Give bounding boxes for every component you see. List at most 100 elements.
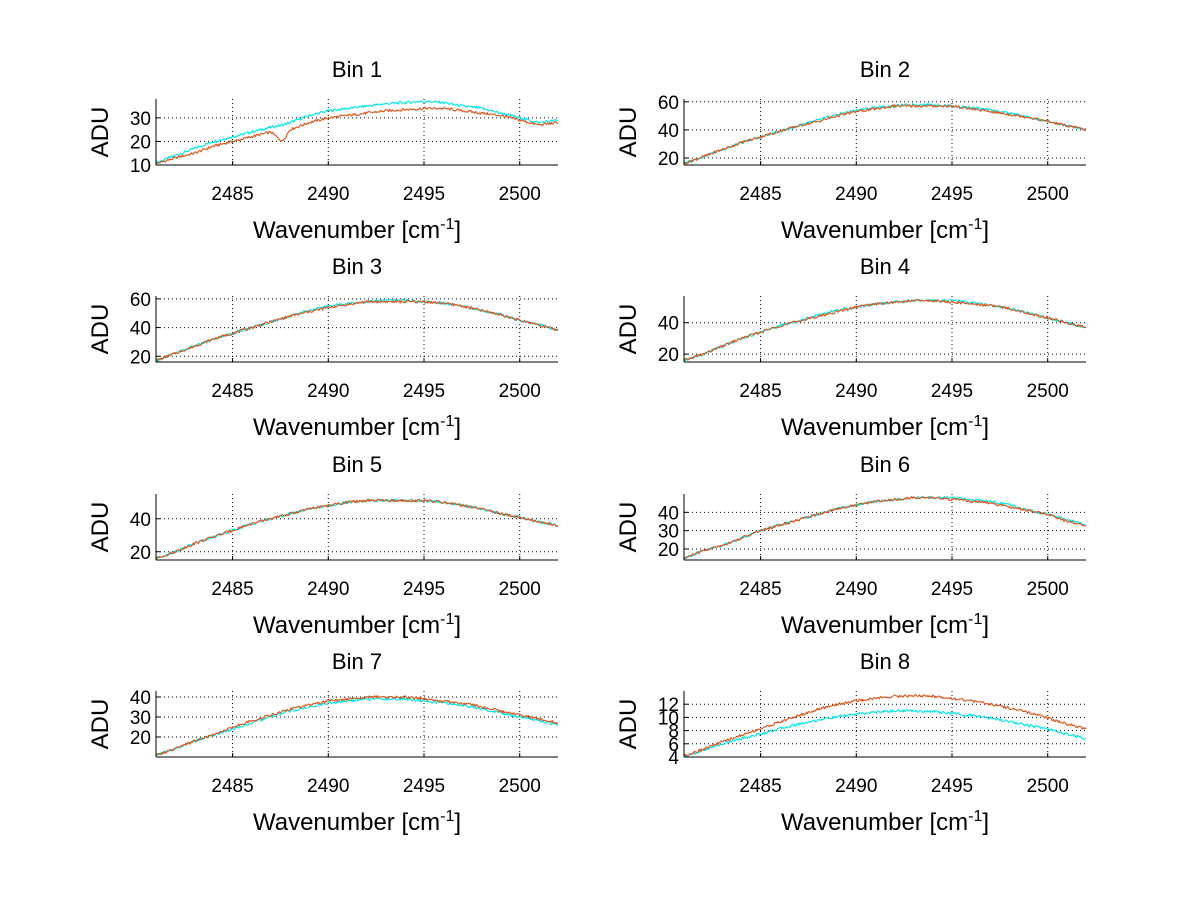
x-tick-label: 2495 — [403, 381, 445, 402]
subplot: 2485 2490 2495 2500 20 40 Bin 5 Wavenumber [cm-… — [87, 452, 559, 639]
subplot-title: Bin 8 — [860, 649, 910, 674]
series-line — [155, 100, 559, 165]
y-tick-label: 40 — [658, 314, 679, 335]
y-axis-label: ADU — [87, 502, 114, 553]
x-tick-label: 2500 — [499, 579, 541, 600]
y-axis-label: ADU — [615, 502, 642, 553]
x-axis-label: Wavenumber [cm-1] — [781, 808, 989, 836]
series-line — [683, 102, 1087, 165]
subplot-title: Bin 2 — [860, 57, 910, 82]
series-line — [155, 298, 559, 362]
x-tick-label: 2490 — [835, 184, 877, 205]
y-axis-label: ADU — [87, 107, 114, 158]
y-axis-label: ADU — [615, 107, 642, 158]
series-line — [155, 498, 559, 560]
subplot-title: Bin 1 — [332, 57, 382, 82]
x-tick-label: 2495 — [403, 184, 445, 205]
y-axis-label: ADU — [615, 304, 642, 355]
y-tick-label: 20 — [130, 132, 151, 153]
series-line — [683, 299, 1087, 361]
y-tick-label: 4 — [668, 748, 679, 769]
subplot-title: Bin 6 — [860, 452, 910, 477]
x-tick-label: 2500 — [499, 776, 541, 797]
x-tick-label: 2490 — [835, 381, 877, 402]
x-tick-label: 2500 — [1027, 579, 1069, 600]
y-axis-label: ADU — [87, 304, 114, 355]
x-tick-label: 2500 — [499, 381, 541, 402]
x-tick-label: 2490 — [835, 776, 877, 797]
series-line — [683, 496, 1087, 559]
x-tick-label: 2485 — [739, 579, 781, 600]
subplot-title: Bin 7 — [332, 649, 382, 674]
x-tick-label: 2495 — [931, 381, 973, 402]
y-tick-label: 40 — [130, 510, 151, 531]
y-axis-label: ADU — [87, 699, 114, 750]
subplot: 2485 2490 2495 2500 20 40 60 Bin 3 Wavenumber [c… — [87, 254, 559, 441]
x-tick-label: 2485 — [739, 184, 781, 205]
subplot: 2485 2490 2495 2500 20 40 60 Bin 2 Wavenumber [c… — [615, 57, 1087, 244]
y-tick-label: 60 — [130, 290, 151, 311]
x-tick-label: 2495 — [931, 579, 973, 600]
x-tick-label: 2490 — [835, 579, 877, 600]
x-tick-label: 2490 — [307, 381, 349, 402]
series-line — [155, 299, 559, 363]
x-tick-label: 2500 — [1027, 184, 1069, 205]
y-tick-label: 40 — [130, 688, 151, 709]
y-tick-label: 30 — [130, 708, 151, 729]
series-line — [155, 498, 559, 560]
x-tick-label: 2485 — [211, 579, 253, 600]
y-tick-label: 20 — [658, 149, 679, 170]
series-line — [155, 106, 559, 165]
x-tick-label: 2500 — [1027, 381, 1069, 402]
x-tick-label: 2490 — [307, 776, 349, 797]
x-tick-label: 2495 — [403, 579, 445, 600]
y-tick-label: 40 — [658, 503, 679, 524]
x-tick-label: 2495 — [931, 776, 973, 797]
x-axis-label: Wavenumber [cm-1] — [253, 216, 461, 244]
series-line — [683, 298, 1087, 362]
y-tick-label: 40 — [130, 319, 151, 340]
x-axis-label: Wavenumber [cm-1] — [781, 216, 989, 244]
x-tick-label: 2490 — [307, 184, 349, 205]
series-line — [683, 694, 1087, 757]
subplot-title: Bin 4 — [860, 254, 910, 279]
x-tick-label: 2485 — [211, 776, 253, 797]
x-tick-label: 2485 — [739, 381, 781, 402]
x-axis-label: Wavenumber [cm-1] — [781, 413, 989, 441]
series-line — [683, 709, 1087, 758]
y-tick-label: 30 — [658, 522, 679, 543]
y-tick-label: 30 — [130, 109, 151, 130]
y-tick-label: 60 — [658, 93, 679, 114]
x-tick-label: 2485 — [739, 776, 781, 797]
series-line — [155, 697, 559, 756]
series-line — [683, 104, 1087, 165]
y-tick-label: 6 — [668, 735, 679, 756]
x-tick-label: 2495 — [931, 184, 973, 205]
y-tick-label: 20 — [130, 728, 151, 749]
y-tick-label: 12 — [658, 695, 679, 716]
y-tick-label: 20 — [658, 540, 679, 561]
x-axis-label: Wavenumber [cm-1] — [253, 611, 461, 639]
y-axis-label: ADU — [615, 699, 642, 750]
y-tick-label: 20 — [130, 543, 151, 564]
subplot-title: Bin 3 — [332, 254, 382, 279]
x-tick-label: 2500 — [499, 184, 541, 205]
y-tick-label: 10 — [658, 708, 679, 729]
x-axis-label: Wavenumber [cm-1] — [253, 808, 461, 836]
x-axis-label: Wavenumber [cm-1] — [253, 413, 461, 441]
x-tick-label: 2485 — [211, 381, 253, 402]
x-tick-label: 2495 — [403, 776, 445, 797]
x-axis-label: Wavenumber [cm-1] — [781, 611, 989, 639]
y-tick-label: 10 — [130, 156, 151, 177]
y-tick-label: 20 — [130, 347, 151, 368]
y-tick-label: 8 — [668, 722, 679, 743]
subplot-title: Bin 5 — [332, 452, 382, 477]
y-tick-label: 40 — [658, 121, 679, 142]
series-line — [155, 695, 559, 756]
x-tick-label: 2500 — [1027, 776, 1069, 797]
